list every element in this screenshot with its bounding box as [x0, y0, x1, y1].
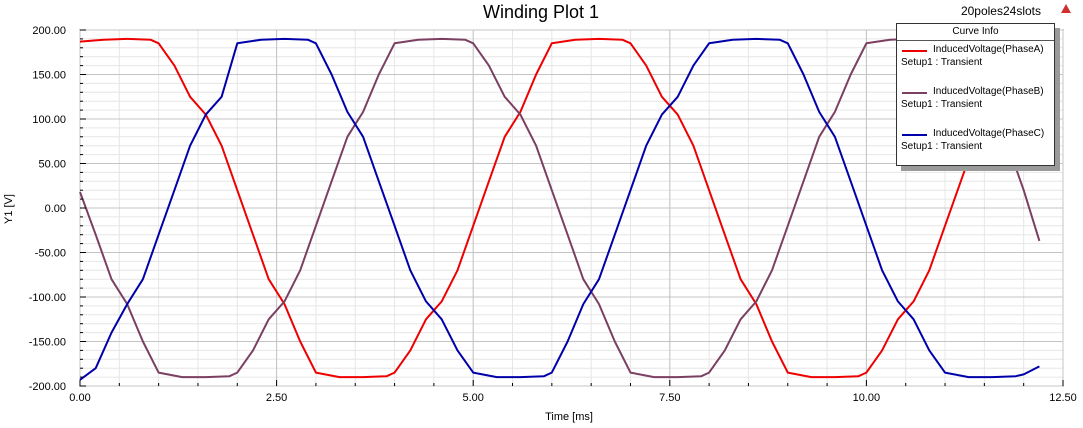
x-tick-label: 7.50 [659, 392, 680, 404]
series-line-phase-b[interactable] [79, 37, 1041, 379]
y-tick-label: 200.00 [32, 25, 66, 37]
legend-curve-name: InducedVoltage(PhaseB) [933, 86, 1044, 97]
legend-curve-name: InducedVoltage(PhaseA) [933, 44, 1044, 55]
curve-info-legend[interactable]: Curve Info InducedVoltage(PhaseA) Setup1… [896, 23, 1055, 166]
y-tick-label: -200.00 [29, 381, 66, 393]
y-tick-label: -50.00 [35, 248, 66, 260]
y-tick-label: 50.00 [38, 159, 66, 171]
y-tick-label: 0.00 [45, 203, 66, 215]
ansys-logo-icon [1061, 4, 1071, 13]
series-line-phase-c[interactable] [79, 37, 1040, 381]
y-tick-label: -150.00 [29, 337, 66, 349]
legend-setup: Setup1 : Transient [901, 141, 983, 152]
legend-curve-name: InducedVoltage(PhaseC) [933, 128, 1045, 139]
legend-swatch [902, 50, 927, 52]
legend-setup: Setup1 : Transient [901, 99, 983, 110]
legend-swatch [902, 134, 927, 136]
x-axis-ticks: 0.00 2.50 5.00 7.50 10.00 12.50 [69, 380, 1077, 404]
legend-entry-phase-c[interactable]: InducedVoltage(PhaseC) Setup1 : Transien… [897, 125, 1054, 167]
x-tick-label: 0.00 [69, 392, 90, 404]
legend-entry-phase-a[interactable]: InducedVoltage(PhaseA) Setup1 : Transien… [897, 41, 1054, 83]
legend-header: Curve Info [897, 24, 1054, 41]
chart-title: Winding Plot 1 [483, 2, 599, 22]
legend-swatch [902, 92, 927, 94]
y-tick-label: 150.00 [32, 70, 66, 82]
x-axis-label: Time [ms] [545, 411, 593, 423]
y-tick-label: -100.00 [29, 292, 66, 304]
design-name: 20poles24slots [961, 4, 1041, 18]
y-axis-ticks: -200.00 -150.00 -100.00 -50.00 0.00 50.00 100.… [29, 25, 86, 393]
legend-entry-phase-b[interactable]: InducedVoltage(PhaseB) Setup1 : Transien… [897, 83, 1054, 125]
series-lines [79, 37, 1041, 381]
x-tick-label: 12.50 [1049, 392, 1077, 404]
x-tick-label: 2.50 [266, 392, 287, 404]
y-tick-label: 100.00 [32, 114, 66, 126]
series-line-phase-a[interactable] [79, 37, 978, 379]
x-tick-label: 5.00 [462, 392, 483, 404]
x-tick-label: 10.00 [853, 392, 881, 404]
y-axis-label: Y1 [V] [3, 194, 15, 224]
legend-setup: Setup1 : Transient [901, 57, 983, 68]
